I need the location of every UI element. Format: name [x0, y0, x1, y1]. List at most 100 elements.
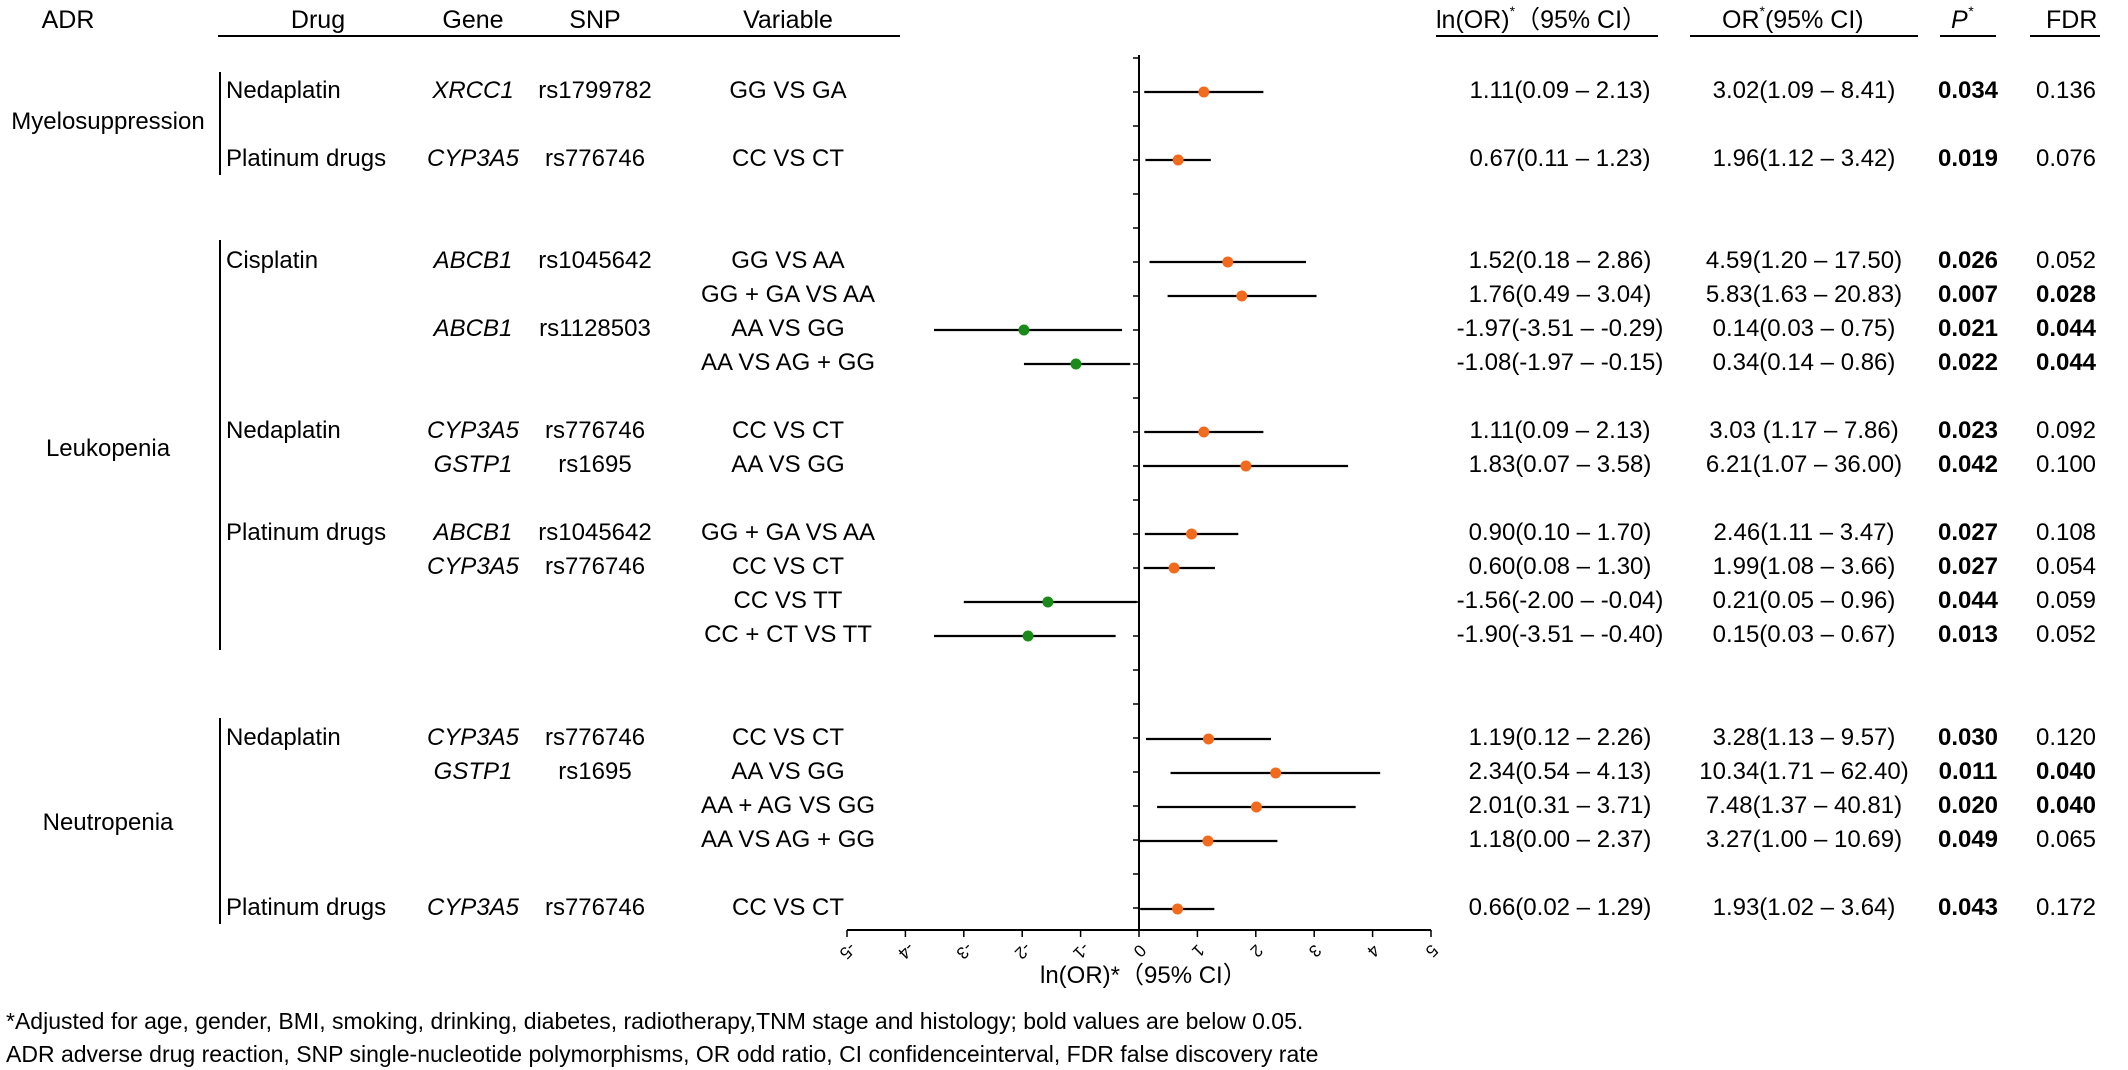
- lnor-ci-cell: 0.66(0.02 – 1.29): [1468, 894, 1652, 921]
- fdr-cell: 0.044: [2035, 315, 2097, 342]
- header-rule-fdr: [2030, 35, 2100, 37]
- header-lnor: ln(OR)*（95% CI）: [1436, 3, 1648, 34]
- or-ci-cell: 2.46(1.11 – 3.47): [1713, 519, 1895, 546]
- lnor-ci-cell: 1.83(0.07 – 3.58): [1468, 451, 1652, 478]
- footnote-abbreviations: ADR adverse drug reaction, SNP single-nu…: [6, 1041, 1319, 1067]
- forest-plot: -5 -4 -3 -2 -1 0 1 2 3 4 5: [836, 55, 1442, 963]
- lnor-ci-cell: 0.90(0.10 – 1.70): [1468, 519, 1652, 546]
- or-ci-cell: 10.34(1.71 – 62.40): [1699, 758, 1909, 785]
- or-ci-cell: 3.03 (1.17 – 7.86): [1709, 417, 1899, 444]
- snp-cell: rs776746: [544, 894, 646, 921]
- fdr-cell: 0.059: [2035, 587, 2097, 614]
- or-ci-cell: 1.96(1.12 – 3.42): [1712, 145, 1896, 172]
- forest-plot-axes: -5 -4 -3 -2 -1 0 1 2 3 4 5: [836, 55, 1442, 963]
- or-ci-cell: 3.28(1.13 – 9.57): [1712, 724, 1896, 751]
- variable-cell: AA VS GG: [731, 315, 845, 342]
- point-estimate: [1042, 596, 1054, 608]
- p-value-cell: 0.044: [1937, 587, 1999, 614]
- or-ci-cell: 7.48(1.37 – 40.81): [1705, 792, 1903, 819]
- gene-cell: CYP3A5: [426, 894, 520, 921]
- fdr-cell: 0.136: [2035, 77, 2097, 104]
- variable-cell: CC VS CT: [731, 894, 845, 921]
- x-tick-label: -1: [1069, 939, 1093, 963]
- gene-cell: XRCC1: [432, 77, 514, 104]
- point-estimate: [1270, 767, 1282, 779]
- or-ci-cell: 6.21(1.07 – 36.00): [1705, 451, 1903, 478]
- fdr-cell: 0.065: [2035, 826, 2097, 853]
- header-or: OR*(95% CI): [1722, 3, 1864, 34]
- lnor-ci-cell: 2.01(0.31 – 3.71): [1468, 792, 1652, 819]
- variable-cell: CC + CT VS TT: [704, 621, 872, 648]
- forest-plot-marks: [934, 86, 1381, 915]
- lnor-ci-cell: 1.11(0.09 – 2.13): [1469, 77, 1651, 104]
- point-estimate: [1186, 528, 1198, 540]
- or-ci-cell: 0.34(0.14 – 0.86): [1712, 349, 1896, 376]
- variable-cell: CC VS CT: [731, 724, 845, 751]
- gene-cell: CYP3A5: [426, 553, 520, 580]
- header-rule-p: [1940, 35, 1996, 37]
- fdr-cell: 0.052: [2035, 247, 2097, 274]
- point-estimate: [1202, 733, 1214, 745]
- p-value-cell: 0.030: [1937, 724, 1999, 751]
- lnor-ci-cell: 1.18(0.00 – 2.37): [1468, 826, 1652, 853]
- group-bracket-neutropenia: [219, 718, 221, 924]
- gene-cell: CYP3A5: [426, 417, 520, 444]
- p-value-cell: 0.020: [1937, 792, 1999, 819]
- p-value-cell: 0.027: [1937, 519, 1999, 546]
- fdr-cell: 0.040: [2035, 792, 2097, 819]
- p-value-cell: 0.043: [1937, 894, 1999, 921]
- point-estimate: [1168, 562, 1180, 574]
- x-tick-label: -4: [894, 939, 918, 963]
- lnor-ci-cell: -1.08(-1.97 – -0.15): [1456, 349, 1664, 376]
- drug-cell: Nedaplatin: [226, 724, 341, 751]
- x-tick-label: 3: [1305, 941, 1325, 961]
- snp-cell: rs1045642: [538, 247, 652, 274]
- snp-cell: rs1695: [558, 451, 632, 478]
- point-estimate: [1022, 630, 1034, 642]
- or-ci-cell: 4.59(1.20 – 17.50): [1705, 247, 1903, 274]
- drug-cell: Nedaplatin: [226, 77, 341, 104]
- fdr-cell: 0.120: [2035, 724, 2097, 751]
- p-value-cell: 0.034: [1937, 77, 1999, 104]
- x-tick-label: 2: [1246, 941, 1266, 961]
- fdr-cell: 0.092: [2035, 417, 2097, 444]
- p-value-cell: 0.013: [1937, 621, 1999, 648]
- p-value-cell: 0.022: [1937, 349, 1999, 376]
- x-tick-label: 0: [1130, 941, 1150, 961]
- p-value-cell: 0.019: [1937, 145, 1999, 172]
- x-tick-label: 1: [1188, 941, 1208, 961]
- snp-cell: rs1128503: [539, 315, 651, 342]
- x-axis-label: ln(OR)*（95% CI）: [1040, 962, 1247, 989]
- variable-cell: CC VS CT: [731, 417, 845, 444]
- variable-cell: GG VS GA: [729, 77, 847, 104]
- variable-cell: AA VS GG: [731, 758, 845, 785]
- variable-cell: GG + GA VS AA: [700, 519, 876, 546]
- p-value-cell: 0.023: [1937, 417, 1999, 444]
- variable-cell: GG + GA VS AA: [700, 281, 876, 308]
- snp-cell: rs776746: [544, 145, 646, 172]
- variable-cell: GG VS AA: [731, 247, 845, 274]
- p-value-cell: 0.026: [1937, 247, 1999, 274]
- point-estimate: [1070, 358, 1082, 370]
- drug-cell: Nedaplatin: [226, 417, 341, 444]
- variable-cell: CC VS CT: [731, 145, 845, 172]
- header-rule-lnor: [1436, 35, 1658, 37]
- p-value-cell: 0.042: [1937, 451, 1999, 478]
- x-tick-label: 5: [1422, 941, 1442, 961]
- gene-cell: CYP3A5: [426, 145, 520, 172]
- or-ci-cell: 5.83(1.63 – 20.83): [1705, 281, 1903, 308]
- footnote-adjusted: *Adjusted for age, gender, BMI, smoking,…: [6, 1008, 1304, 1034]
- or-ci-cell: 0.15(0.03 – 0.67): [1712, 621, 1896, 648]
- lnor-ci-cell: 2.34(0.54 – 4.13): [1468, 758, 1652, 785]
- x-tick-label: 4: [1363, 941, 1383, 961]
- variable-cell: AA VS GG: [731, 451, 845, 478]
- or-ci-cell: 3.27(1.00 – 10.69): [1705, 826, 1903, 853]
- header-rule-or: [1690, 35, 1918, 37]
- header-rule-left: [218, 35, 900, 37]
- lnor-ci-cell: -1.90(-3.51 – -0.40): [1456, 621, 1664, 648]
- variable-cell: CC VS CT: [731, 553, 845, 580]
- gene-cell: ABCB1: [433, 315, 513, 342]
- fdr-cell: 0.052: [2035, 621, 2097, 648]
- p-value-cell: 0.021: [1937, 315, 1999, 342]
- or-ci-cell: 0.14(0.03 – 0.75): [1712, 315, 1896, 342]
